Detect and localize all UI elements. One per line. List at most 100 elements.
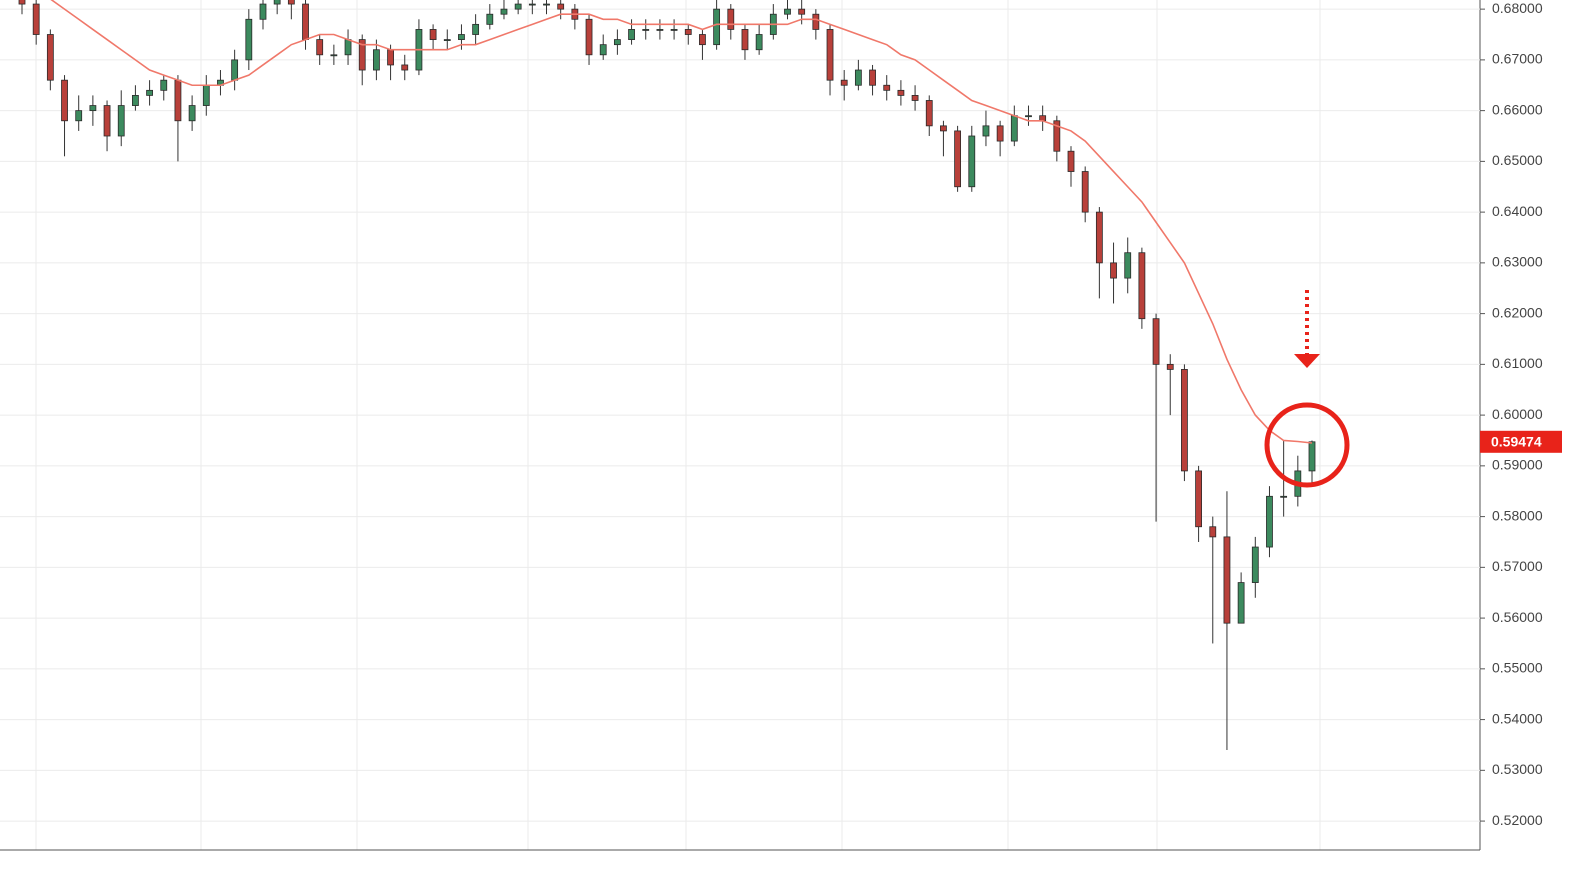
candle-body <box>1195 470 1202 528</box>
y-tick-label: 0.62000 <box>1492 304 1543 320</box>
candle-body <box>968 135 976 188</box>
candle-body <box>543 3 550 6</box>
candle-body <box>1266 495 1273 548</box>
candle-body <box>883 84 891 91</box>
candle-body <box>132 95 139 106</box>
plot: 0.52000 0.53000 0.54000 0.55000 0.56000 0.570… <box>0 0 1562 828</box>
candle-body <box>202 84 210 106</box>
price-tag-label: 0.59474 <box>1491 434 1542 450</box>
candle-body <box>642 29 650 31</box>
candle-body <box>443 39 451 41</box>
candle-body <box>1095 211 1103 264</box>
candle-body <box>273 0 281 5</box>
candle-body <box>1181 369 1188 472</box>
candle-body <box>1010 115 1018 142</box>
candle-body <box>486 13 494 25</box>
y-tick-label: 0.60000 <box>1492 406 1543 422</box>
candle-body <box>429 29 437 40</box>
candle-body <box>1223 536 1231 624</box>
candle-body <box>1251 546 1259 583</box>
candle-body <box>528 3 536 6</box>
annotation <box>1264 290 1350 488</box>
y-tick-label: 0.66000 <box>1492 101 1543 117</box>
y-tick-label: 0.67000 <box>1492 51 1543 67</box>
candle-body <box>727 8 735 30</box>
candle-body <box>1280 495 1288 498</box>
candle-body <box>188 105 196 122</box>
candle-body <box>458 34 465 40</box>
candle-body <box>316 39 324 56</box>
candle-body <box>32 3 40 35</box>
candle-body <box>982 125 990 137</box>
candle-body <box>869 69 876 86</box>
candle-body <box>103 105 111 137</box>
y-tick-label: 0.63000 <box>1492 254 1543 270</box>
candle-body <box>61 79 68 122</box>
y-tick-label: 0.54000 <box>1492 710 1543 726</box>
candle-body <box>387 49 394 66</box>
candle-body <box>826 29 834 81</box>
candle-body <box>656 29 664 31</box>
y-tick-label: 0.64000 <box>1492 203 1543 219</box>
candle-body <box>840 79 848 86</box>
candle-body <box>1081 171 1089 213</box>
candle-body <box>684 29 692 35</box>
candle-body <box>699 34 706 46</box>
y-tick-label: 0.59000 <box>1492 457 1543 473</box>
candle-body <box>89 105 97 112</box>
candle-body <box>146 89 153 96</box>
candle-body <box>231 59 239 81</box>
candle-body <box>160 79 168 91</box>
candle-body <box>628 29 635 40</box>
y-tick-label: 0.57000 <box>1492 558 1543 574</box>
candle-body <box>755 34 763 51</box>
price-tag <box>1480 430 1562 453</box>
candle-body <box>940 125 947 132</box>
candle-body <box>670 29 678 31</box>
candle-body <box>1209 526 1217 538</box>
candle-body <box>330 54 338 57</box>
candle-body <box>302 3 309 40</box>
candle-body <box>599 44 607 56</box>
candle-body <box>259 3 267 20</box>
candle-body <box>585 18 593 56</box>
candle-body <box>500 8 508 15</box>
candle-body <box>245 18 253 61</box>
moving-average <box>50 0 1313 444</box>
candle-body <box>1110 262 1117 279</box>
candle-body <box>996 125 1004 142</box>
candle-body <box>174 79 182 122</box>
candle-body <box>557 3 565 10</box>
candle-body <box>854 69 862 86</box>
candle-body <box>1237 582 1245 624</box>
y-tick-label: 0.52000 <box>1492 812 1543 828</box>
y-tick-label: 0.55000 <box>1492 660 1543 676</box>
candle-body <box>1025 115 1032 118</box>
candle-body <box>1166 363 1174 370</box>
candle-body <box>613 39 621 46</box>
candle-body <box>18 0 26 5</box>
candle-body <box>46 34 54 81</box>
candle-body <box>117 105 125 137</box>
candle-body <box>75 110 83 122</box>
candle-body <box>344 39 352 56</box>
candle-body <box>954 130 962 188</box>
candle-body <box>1152 318 1160 365</box>
y-tick-label: 0.61000 <box>1492 355 1543 371</box>
candle-body <box>372 49 380 71</box>
candle-body <box>784 8 791 15</box>
candle-body <box>1308 441 1316 472</box>
candle-body <box>472 23 480 35</box>
candle-body <box>741 29 749 51</box>
candle-body <box>514 3 522 10</box>
candle-body <box>358 39 366 71</box>
candle-body <box>911 95 919 101</box>
candle-body <box>1124 252 1132 279</box>
candle-body <box>1053 120 1061 152</box>
candle-body <box>798 8 806 15</box>
candle-body <box>812 13 820 30</box>
candle-body <box>1138 252 1146 320</box>
candle-body <box>713 8 721 46</box>
vertical-grid <box>35 0 1321 850</box>
